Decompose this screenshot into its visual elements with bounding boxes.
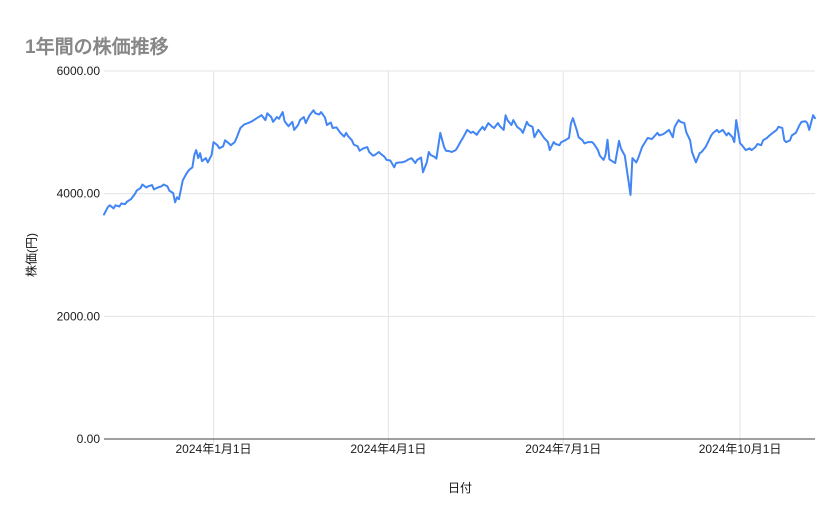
chart-title: 1年間の株価推移 xyxy=(25,36,169,58)
y-tick-label: 6000.00 xyxy=(57,64,101,78)
price-line xyxy=(103,109,816,216)
x-tick-label: 2024年10月1日 xyxy=(699,442,782,456)
x-tick-label: 2024年7月1日 xyxy=(525,442,601,456)
x-axis-title: 日付 xyxy=(447,481,473,495)
x-tick-label: 2024年1月1日 xyxy=(176,442,252,456)
y-tick-label: 4000.00 xyxy=(57,187,101,201)
y-tick-label: 0.00 xyxy=(77,432,101,446)
y-tick-label: 2000.00 xyxy=(57,309,101,323)
x-tick-label: 2024年4月1日 xyxy=(350,442,426,456)
